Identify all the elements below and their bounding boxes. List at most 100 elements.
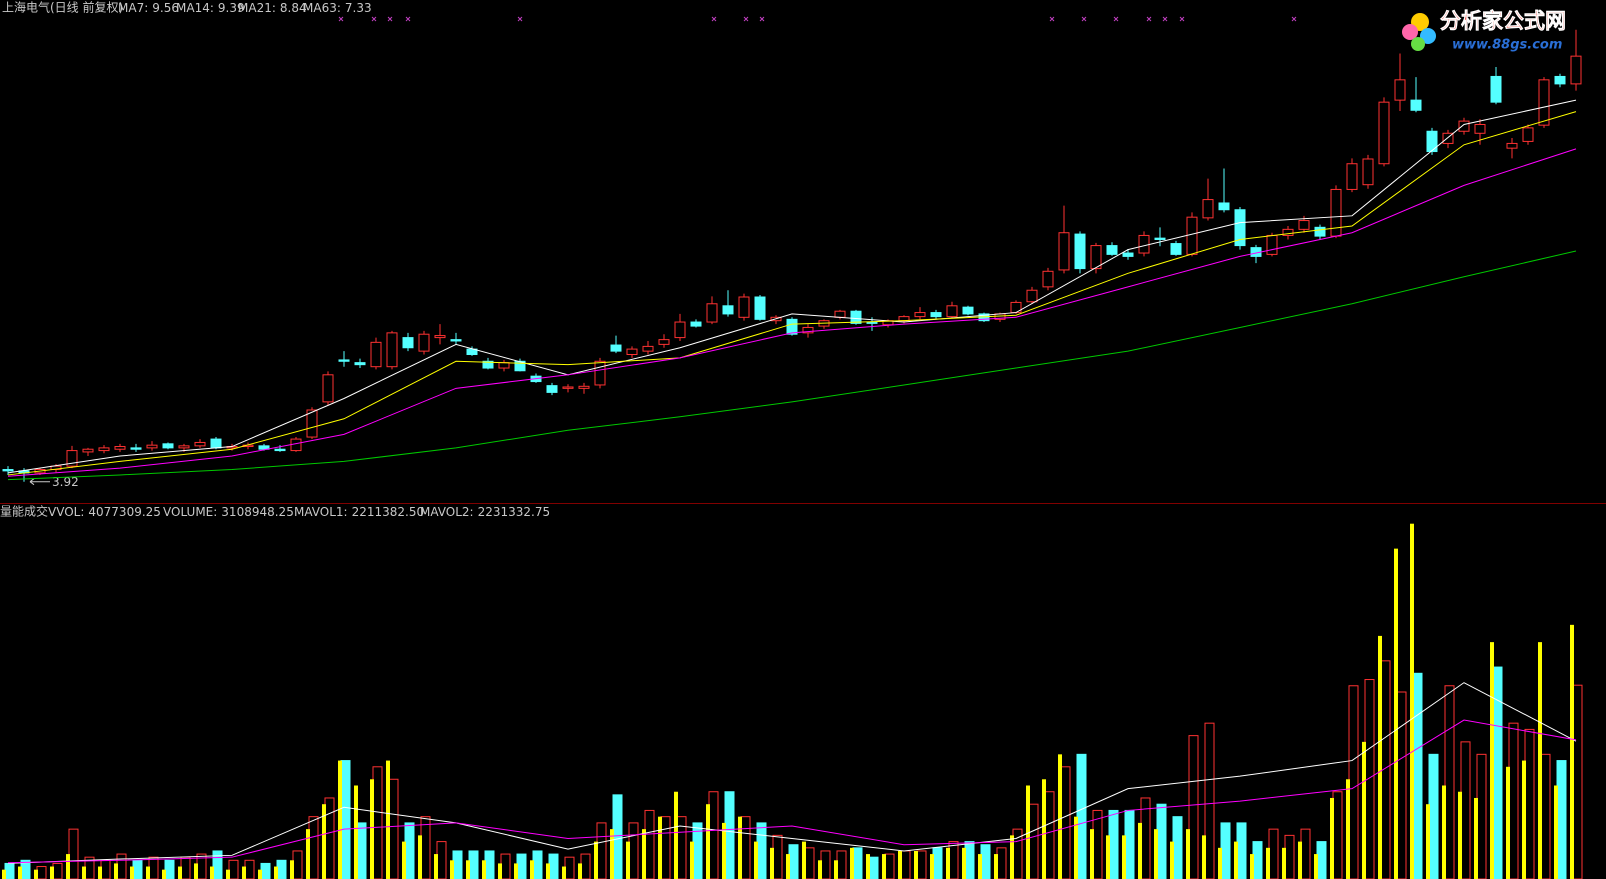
volume-bar (916, 850, 927, 879)
legend-value: 3108948.25 (221, 505, 294, 519)
candle-body (210, 438, 222, 449)
vvol-bar (1058, 754, 1062, 879)
average-line (7, 111, 1577, 476)
vvol-bar (722, 822, 726, 879)
vvol-bar (1570, 624, 1574, 879)
volume-bar (36, 866, 47, 879)
volume-bar (1444, 685, 1455, 879)
vvol-bar (162, 869, 166, 879)
vvol-bar (354, 785, 358, 879)
vvol-bar (450, 860, 454, 879)
average-line (7, 719, 1577, 864)
vvol-bar (818, 860, 822, 879)
low-label: 3.92 (52, 475, 79, 489)
volume-bar (1220, 822, 1231, 879)
volume-bar (516, 853, 527, 879)
low-arrow (29, 478, 50, 486)
logo-name: 分析家公式网 (1440, 9, 1566, 33)
candle-body (1330, 188, 1342, 237)
candle-body (658, 339, 670, 345)
legend-value: 2231332.75 (478, 505, 551, 519)
vvol-bar (130, 866, 134, 879)
vvol-bar (1234, 841, 1238, 879)
candle-body (594, 360, 606, 386)
vvol-bar (386, 760, 390, 879)
candle-body (1090, 245, 1102, 270)
legend-name: MA7: (118, 1, 148, 15)
signal-mark (387, 16, 393, 22)
vvol-bar (402, 841, 406, 879)
candle-body (626, 348, 638, 356)
candle-body (562, 386, 574, 389)
volume-bar (132, 859, 143, 879)
vvol-bar (882, 854, 886, 879)
vvol-bar (306, 829, 310, 879)
candle-body (482, 360, 494, 369)
candle-body (1026, 289, 1038, 303)
vvol-bar (658, 816, 662, 879)
vvol-bar (370, 779, 374, 879)
legend-name: MAVOL1: (294, 505, 348, 519)
vvol-bar (1122, 835, 1126, 879)
volume-bar (1108, 809, 1119, 879)
candle-body (162, 443, 174, 449)
signal-mark (1162, 16, 1168, 22)
vvol-bar (290, 860, 294, 879)
volume-bar (1060, 766, 1071, 879)
signal-mark (1113, 16, 1119, 22)
candle-body (706, 303, 718, 323)
candle-body (498, 362, 510, 369)
volume-bar (324, 797, 335, 879)
volume-bar (180, 856, 191, 879)
vvol-bar (322, 804, 326, 879)
legend-value: 7.33 (345, 1, 372, 15)
vvol-bar (434, 854, 438, 879)
volume-bar (276, 859, 287, 879)
volume-bar (580, 853, 591, 879)
volume-bar (372, 766, 383, 879)
signal-mark (1049, 16, 1055, 22)
candle-body (1570, 55, 1582, 85)
candle-body (370, 341, 382, 368)
volume-bar (1476, 753, 1487, 879)
vvol-bar (1378, 635, 1382, 879)
volume-bar (836, 850, 847, 879)
vvol-bar (1010, 835, 1014, 879)
vvol-bar (194, 863, 198, 879)
volume-bar (1204, 722, 1215, 879)
vvol-bar (258, 869, 262, 879)
candle-body (114, 446, 126, 450)
candle-body (386, 332, 398, 368)
candle-body (946, 305, 958, 318)
volume-bar (1044, 791, 1055, 879)
candle-body (690, 321, 702, 327)
volume-bar (420, 816, 431, 879)
candle-body (1282, 228, 1294, 236)
volume-bar (1524, 728, 1535, 879)
vvol-bar (546, 863, 550, 879)
vvol-bar (994, 854, 998, 879)
vvol-bar (1474, 797, 1478, 879)
vvol-bar (610, 829, 614, 879)
chart-title: 上海电气(日线 前复权) (2, 0, 123, 15)
signal-mark (743, 16, 749, 22)
vvol-bar (418, 835, 422, 879)
vvol-bar (1298, 841, 1302, 879)
legend-entry: MA63: 7.33 (303, 1, 372, 15)
candle-body (1298, 220, 1310, 230)
vvol-bar (578, 863, 582, 879)
volume-bar (116, 853, 127, 879)
candle-body (1378, 101, 1390, 165)
signal-mark (371, 16, 377, 22)
legend-value: 2211382.50 (352, 505, 425, 519)
candle-body (642, 345, 654, 352)
candle-body (338, 359, 350, 362)
vvol-bar (642, 829, 646, 879)
volume-bar (1140, 797, 1151, 879)
vvol-bar (1490, 642, 1494, 879)
volume-bar (340, 760, 351, 879)
vvol-bar (1394, 548, 1398, 879)
vvol-bar (1314, 854, 1318, 879)
vvol-bar (562, 866, 566, 879)
